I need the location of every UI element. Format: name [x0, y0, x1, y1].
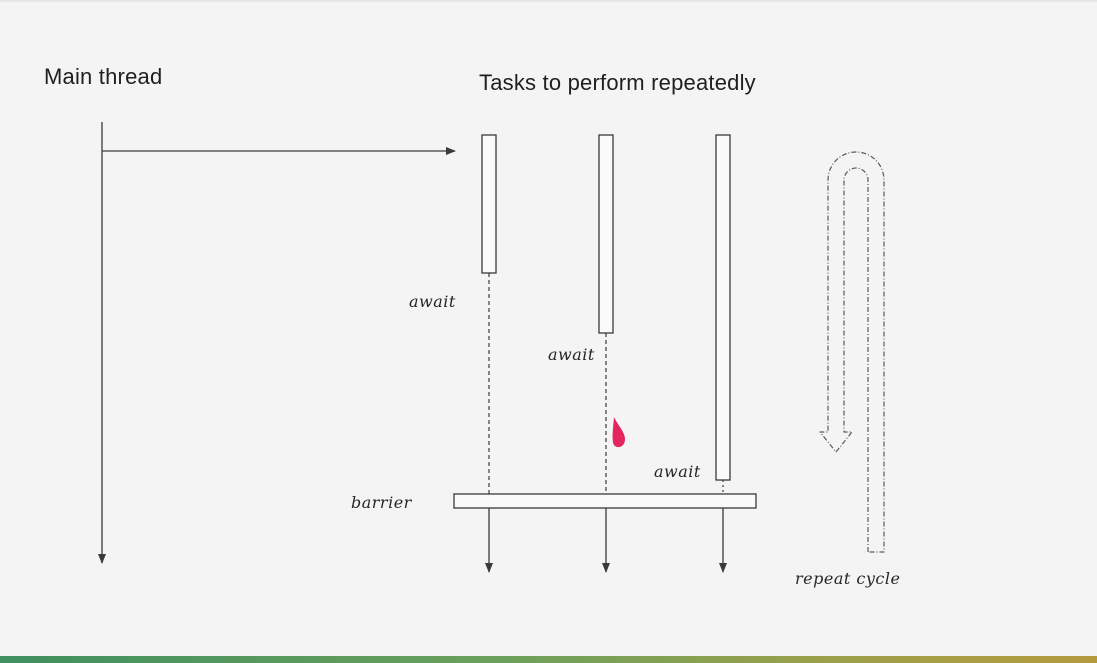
barrier-bar [453, 493, 757, 509]
task-2-bar [598, 134, 614, 334]
barrier-label: barrier [351, 493, 412, 512]
repeat-cycle-label: repeat cycle [795, 569, 901, 588]
await-label-2: await [548, 345, 595, 364]
task-1-bar [481, 134, 497, 274]
task-3-bar [715, 134, 731, 481]
progress-strip [0, 656, 1097, 663]
laser-pointer-icon [612, 417, 625, 448]
tasks-title: Tasks to perform repeatedly [479, 70, 756, 95]
await-label-1: await [409, 292, 456, 311]
main-thread-title: Main thread [44, 64, 163, 89]
repeat-cycle-arrow [819, 151, 885, 553]
await-label-3: await [654, 462, 701, 481]
top-border [0, 0, 1097, 2]
